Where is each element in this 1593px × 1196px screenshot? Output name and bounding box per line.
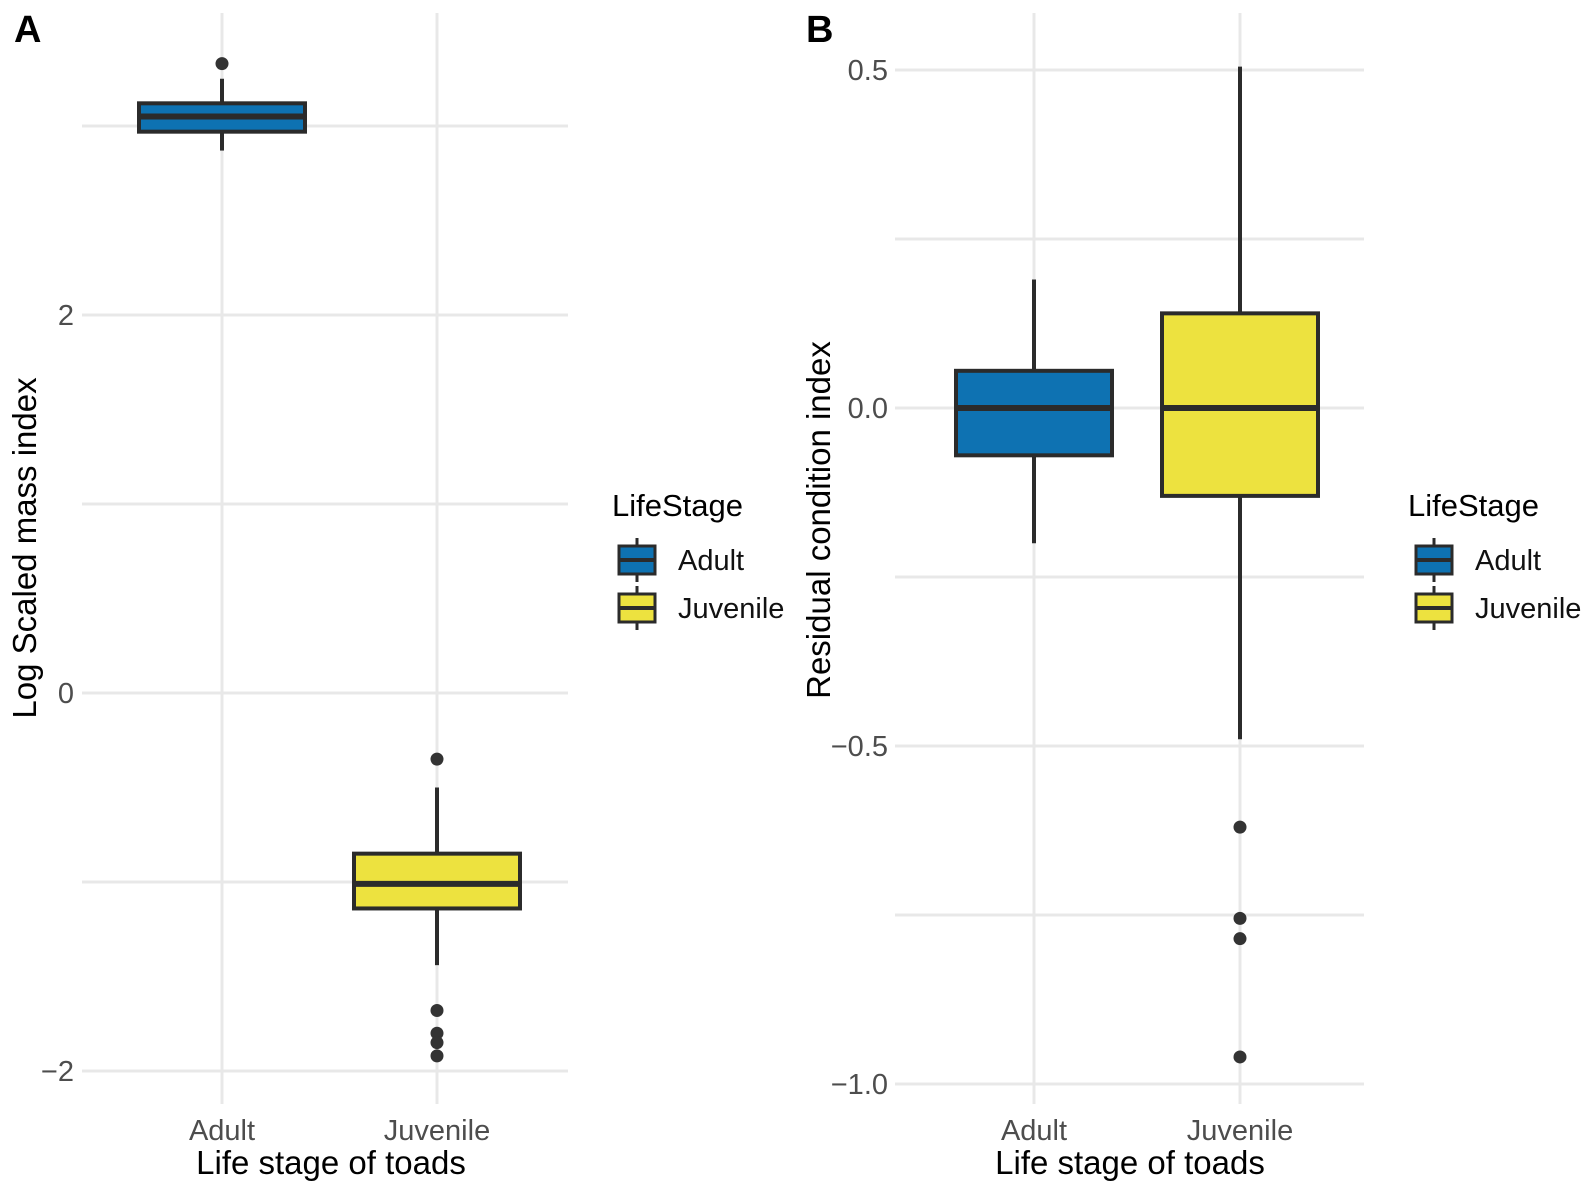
y-tick-label: 0 — [58, 678, 74, 710]
y-tick-label: −1.0 — [831, 1069, 888, 1101]
outlier-point — [1233, 1050, 1247, 1064]
panel-a-y-axis-title: Log Scaled mass index — [6, 377, 43, 719]
y-tick-label: −2 — [41, 1056, 74, 1088]
x-category-label: Juvenile — [1187, 1115, 1293, 1147]
y-tick-label: 2 — [58, 300, 74, 332]
outlier-point — [430, 752, 444, 766]
outlier-point — [1233, 932, 1247, 946]
outlier-point — [430, 1036, 444, 1050]
panel-a-legend-title: LifeStage — [612, 488, 743, 523]
panel-b-y-axis-title: Residual condition index — [800, 341, 837, 699]
x-category-label: Adult — [189, 1115, 255, 1147]
y-tick-label: 0.5 — [848, 55, 888, 87]
panel-b-legend-title: LifeStage — [1408, 488, 1539, 523]
y-tick-label: 0.0 — [848, 393, 888, 425]
x-category-label: Juvenile — [384, 1115, 490, 1147]
legend-entry-label: Adult — [678, 545, 744, 577]
boxplot-box — [954, 368, 1114, 458]
outlier-point — [430, 1049, 444, 1063]
panel-a-label: A — [14, 9, 41, 51]
outlier-point — [215, 57, 229, 71]
legend-entry-label: Juvenile — [678, 593, 784, 625]
boxplot-box — [1160, 311, 1320, 498]
legend-entry-label: Adult — [1475, 545, 1541, 577]
outlier-point — [430, 1026, 444, 1040]
panel-a-plot-area: 2 0 −2 Adult Juvenile — [41, 13, 568, 1147]
y-tick-label: −0.5 — [831, 731, 888, 763]
panel-a-x-axis-title: Life stage of toads — [196, 1144, 466, 1181]
panel-a-legend: Adult Juvenile — [617, 538, 784, 630]
panel-b-x-axis-title: Life stage of toads — [995, 1144, 1265, 1181]
x-category-label: Adult — [1001, 1115, 1067, 1147]
panel-b-plot-area: 0.5 0.0 −0.5 −1.0 Adult Juvenile — [831, 13, 1364, 1147]
panel-b-legend: Adult Juvenile — [1414, 538, 1581, 630]
outlier-point — [1233, 820, 1247, 834]
legend-entry-label: Juvenile — [1475, 593, 1581, 625]
outlier-point — [1233, 911, 1247, 925]
outlier-point — [430, 1004, 444, 1018]
panel-b-label: B — [806, 9, 833, 51]
